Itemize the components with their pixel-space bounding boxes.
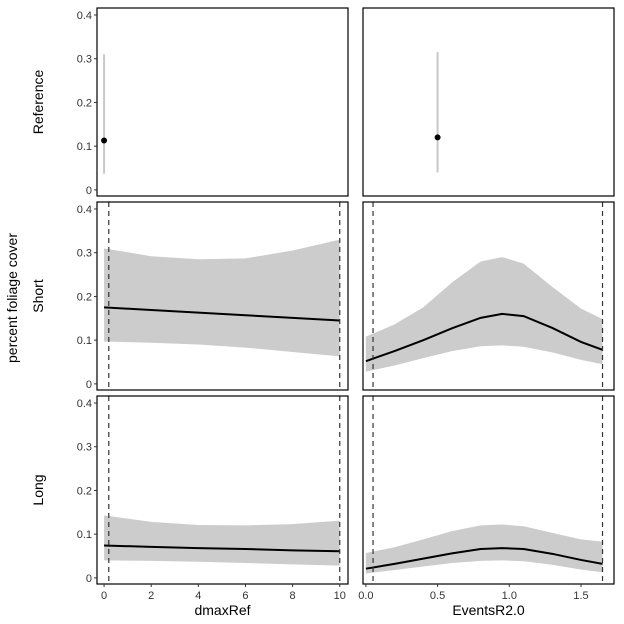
fit-line	[365, 547, 603, 570]
panel-reference-1	[362, 7, 615, 197]
x-tick-label: 0.0	[358, 590, 373, 602]
x-tick-label: 1.5	[573, 590, 588, 602]
x-tick-label: 2	[148, 590, 154, 602]
y-tick-label: 0.4	[77, 10, 92, 22]
y-tick-label: 0.3	[77, 54, 92, 66]
y-tick-label: 0	[86, 185, 92, 197]
x-tick-label: 4	[195, 590, 201, 602]
y-tick-label: 0.4	[77, 398, 92, 410]
x-tick-label: 0	[101, 590, 107, 602]
y-tick-label: 0	[86, 573, 92, 585]
confidence-band	[104, 515, 340, 566]
row-label: Short	[30, 279, 46, 313]
fit-line	[104, 306, 340, 322]
y-tick-label: 0.4	[77, 204, 92, 216]
x-tick-label: 1.0	[502, 590, 517, 602]
panel-reference-0: 0 0.1 0.2 0.3 0.4 Reference	[30, 7, 349, 197]
data-point	[434, 134, 441, 141]
x-tick-label: 6	[242, 590, 248, 602]
y-tick-label: 0.1	[77, 529, 92, 541]
fit-line	[104, 544, 340, 553]
row-label: Long	[30, 474, 46, 505]
y-axis-label: percent foliage cover	[4, 233, 20, 363]
x-tick-label: 10	[334, 590, 346, 602]
panel-long-1: 0.0 0.5 1.0 1.5 EventsR2.0	[358, 395, 615, 618]
panel-long-0: 0 0.1 0.2 0.3 0.4 Long 0 2 4 6 8 10 dmaxRef	[30, 395, 349, 618]
panel-short-0: 0 0.1 0.2 0.3 0.4 Short	[30, 201, 349, 391]
y-tick-label: 0.1	[77, 141, 92, 153]
confidence-band	[365, 257, 603, 372]
panel-border	[362, 201, 615, 391]
panel-border	[362, 395, 615, 585]
y-tick-label: 0.3	[77, 442, 92, 454]
y-tick-label: 0	[86, 379, 92, 391]
y-tick-label: 0.3	[77, 248, 92, 260]
y-tick-label: 0.2	[77, 485, 92, 497]
panel-border	[362, 7, 615, 197]
fit-line	[365, 312, 603, 363]
y-tick-label: 0.2	[77, 291, 92, 303]
x-tick-label: 0.5	[430, 590, 445, 602]
row-label: Reference	[30, 69, 46, 134]
x-axis-label: dmaxRef	[194, 602, 250, 618]
confidence-band	[104, 239, 340, 357]
panel-border	[96, 7, 349, 197]
x-tick-label: 8	[290, 590, 296, 602]
y-tick-label: 0.1	[77, 335, 92, 347]
x-axis-label: EventsR2.0	[452, 602, 525, 618]
panel-short-1	[362, 201, 615, 391]
data-point	[101, 137, 108, 144]
y-tick-label: 0.2	[77, 97, 92, 109]
